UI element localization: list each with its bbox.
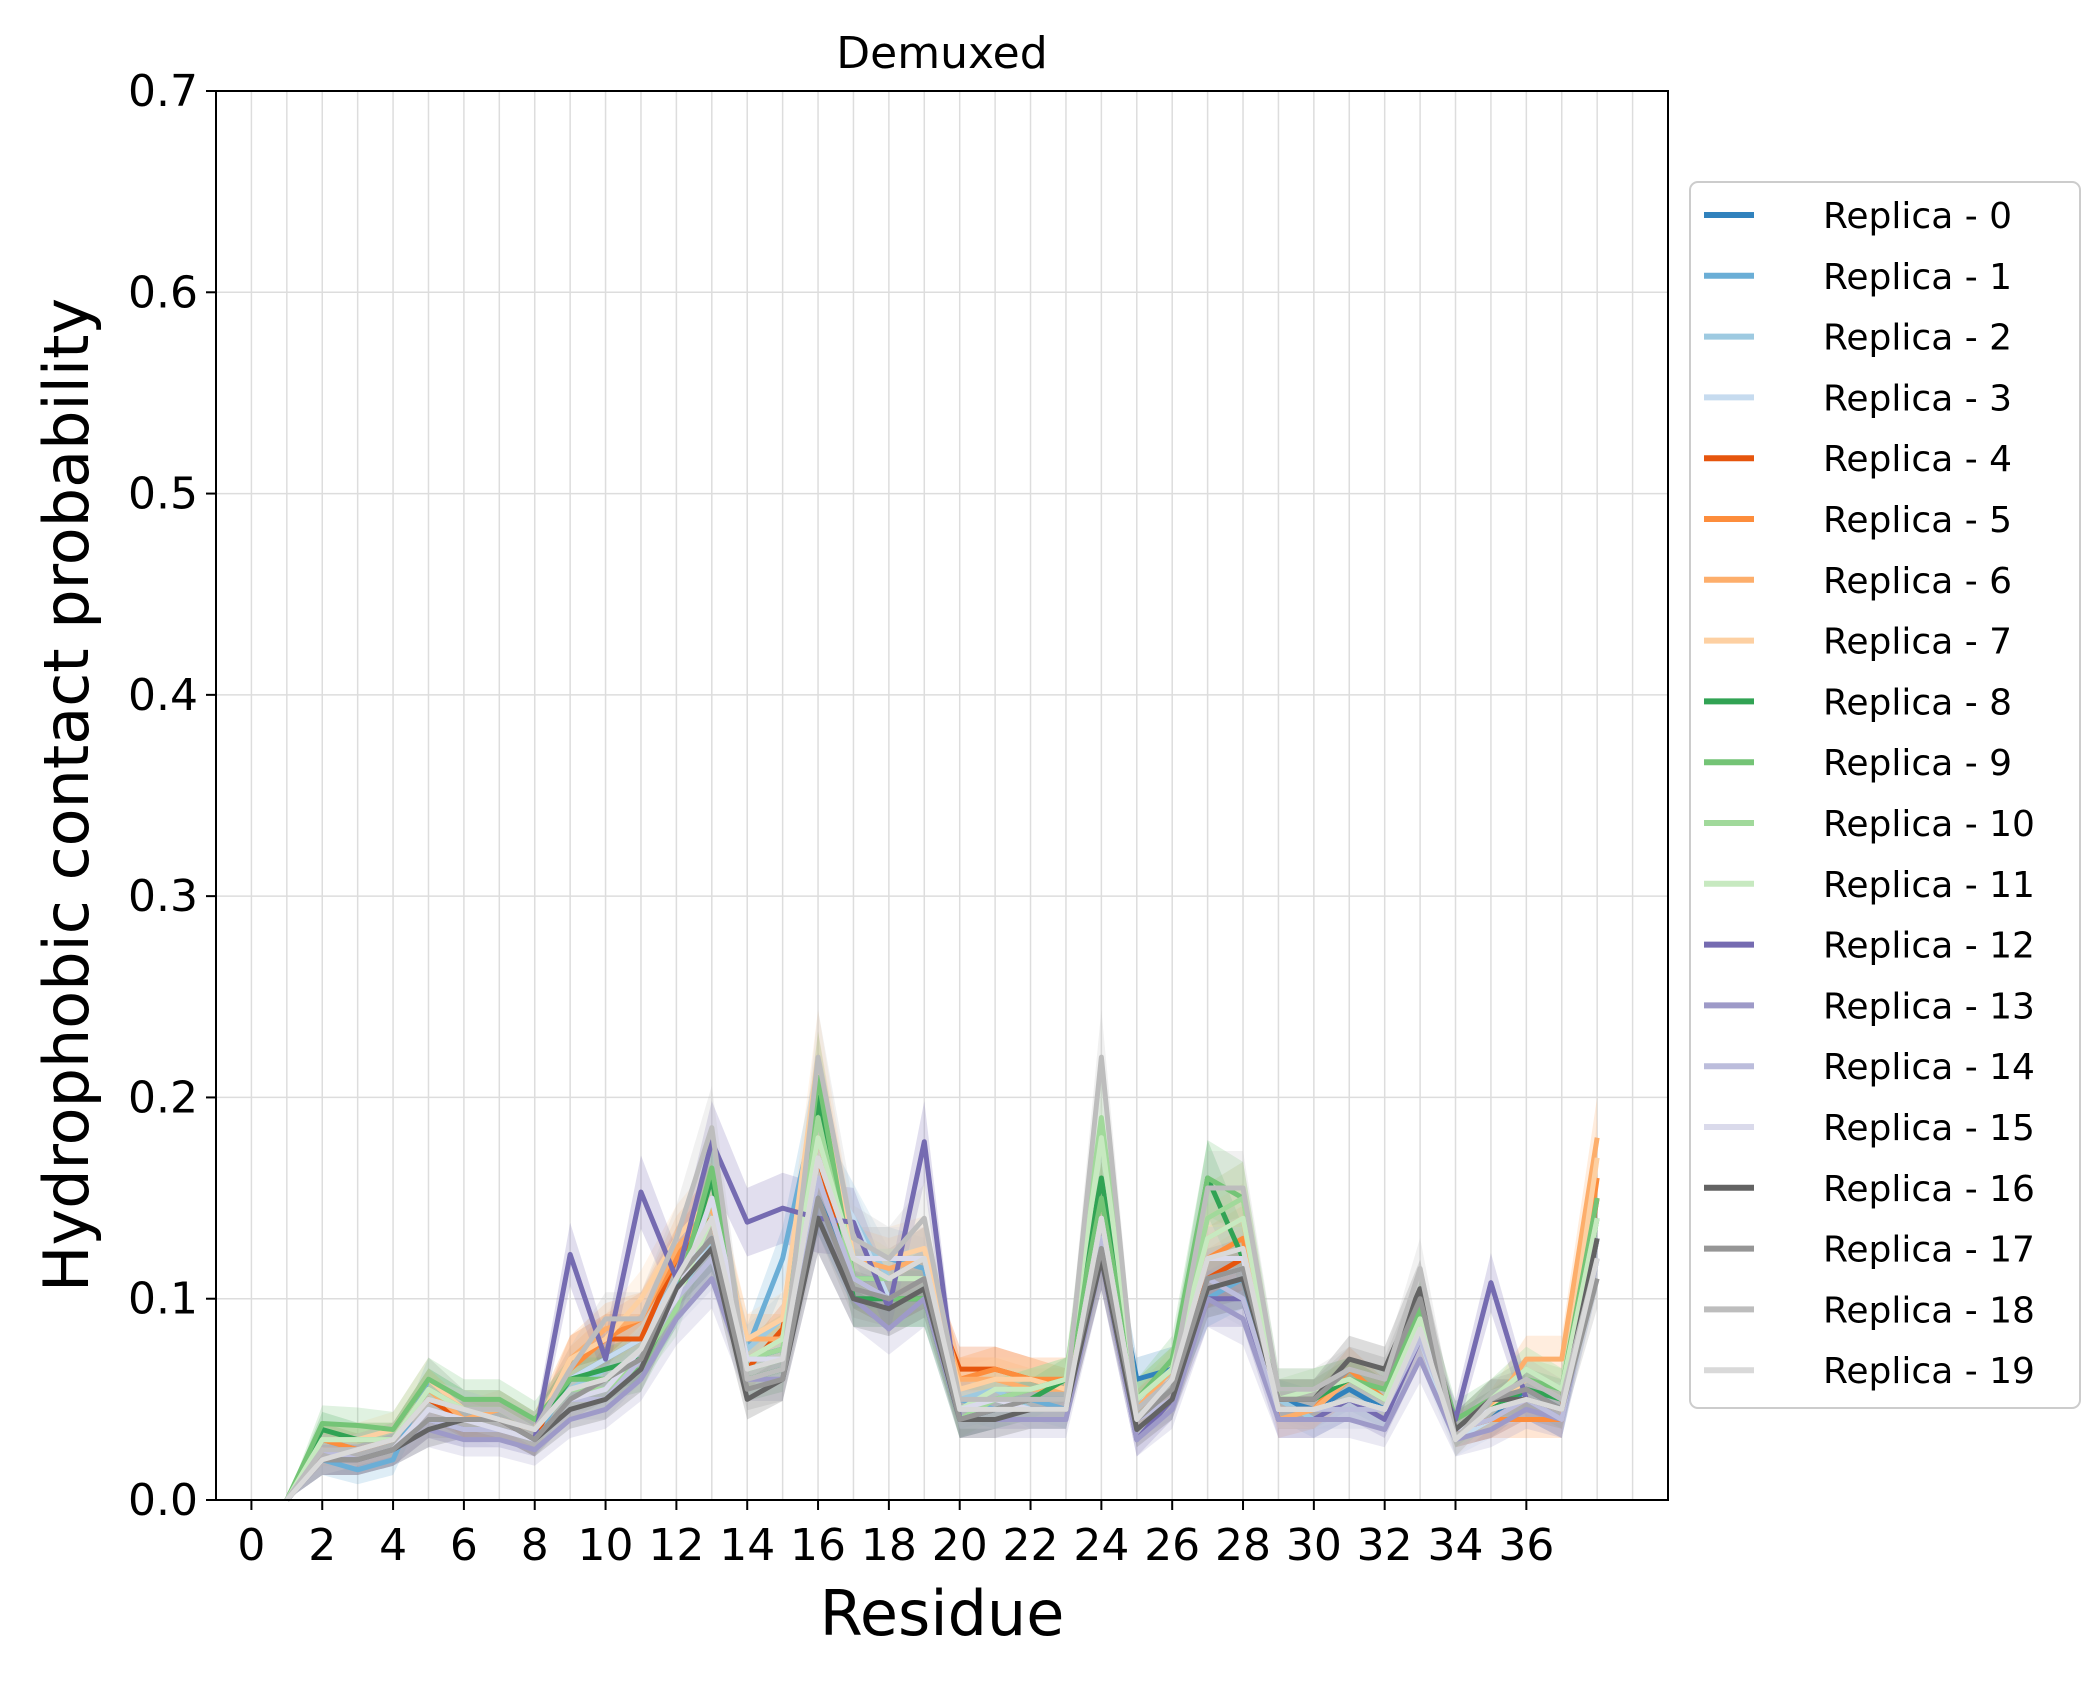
y-tick-label: 0.6: [128, 267, 198, 318]
x-axis-label: Residue: [820, 1577, 1065, 1650]
x-tick-label: 12: [648, 1520, 704, 1571]
x-tick-label: 10: [578, 1520, 634, 1571]
x-tick-label: 34: [1428, 1520, 1484, 1571]
x-tick-label: 36: [1498, 1520, 1554, 1571]
x-tick-label: 30: [1286, 1520, 1342, 1571]
x-tick-label: 14: [719, 1520, 775, 1571]
x-tick-label: 4: [379, 1520, 407, 1571]
legend-label: Replica - 10: [1823, 804, 2035, 845]
x-tick-label: 16: [790, 1520, 846, 1571]
legend-label: Replica - 11: [1823, 865, 2035, 906]
x-tick-label: 2: [308, 1520, 336, 1571]
y-tick-label: 0.1: [128, 1274, 198, 1325]
legend-label: Replica - 7: [1823, 622, 2012, 663]
plot-frame: [215, 90, 1669, 1501]
x-tick-label: 0: [237, 1520, 265, 1571]
x-tick-label: 20: [932, 1520, 988, 1571]
x-tick-label: 22: [1003, 1520, 1059, 1571]
x-tick-label: 8: [521, 1520, 549, 1571]
y-tick-label: 0.4: [128, 670, 198, 721]
legend-label: Replica - 17: [1823, 1230, 2035, 1271]
legend-label: Replica - 1: [1823, 257, 2012, 298]
y-tick-label: 0.3: [128, 871, 198, 922]
legend-label: Replica - 6: [1823, 561, 2012, 602]
legend-label: Replica - 15: [1823, 1108, 2035, 1149]
legend: Replica - 0 Replica - 1 Replica - 2 Replica…: [1689, 181, 2081, 1409]
legend-label: Replica - 9: [1823, 743, 2012, 784]
x-tick-label: 6: [450, 1520, 478, 1571]
y-tick-label: 0.0: [128, 1475, 198, 1526]
x-tick-label: 28: [1215, 1520, 1271, 1571]
x-tick-label: 24: [1073, 1520, 1129, 1571]
y-axis-label: Hydrophobic contact probability: [30, 298, 103, 1292]
legend-label: Replica - 4: [1823, 439, 2012, 480]
legend-label: Replica - 12: [1823, 926, 2035, 967]
chart-title: Demuxed: [836, 28, 1047, 79]
y-tick-label: 0.7: [128, 66, 198, 117]
legend-label: Replica - 14: [1823, 1047, 2035, 1088]
legend-label: Replica - 19: [1823, 1351, 2035, 1392]
series-line: [284, 1054, 1600, 1502]
legend-label: Replica - 16: [1823, 1169, 2035, 1210]
legend-label: Replica - 5: [1823, 500, 2012, 541]
x-tick-label: 26: [1144, 1520, 1200, 1571]
y-tick-label: 0.5: [128, 469, 198, 520]
series-lines: [284, 1054, 1600, 1502]
legend-frame: [1689, 181, 2081, 1409]
legend-label: Replica - 18: [1823, 1290, 2035, 1331]
x-tick-label: 32: [1357, 1520, 1413, 1571]
legend-label: Replica - 13: [1823, 986, 2035, 1027]
x-axis-ticks: 0 2 4 6 8 10 12 14 16 18 20 22 24 26 28 30 32 34 36: [237, 1500, 1554, 1571]
legend-label: Replica - 8: [1823, 682, 2012, 723]
legend-label: Replica - 2: [1823, 318, 2012, 359]
y-tick-label: 0.2: [128, 1072, 198, 1123]
legend-label: Replica - 0: [1823, 196, 2012, 237]
series-line: [284, 1155, 1600, 1502]
legend-label: Replica - 3: [1823, 378, 2012, 419]
x-tick-label: 18: [861, 1520, 917, 1571]
y-axis-ticks: 0.0 0.1 0.2 0.3 0.4 0.5 0.6 0.7: [128, 66, 216, 1526]
